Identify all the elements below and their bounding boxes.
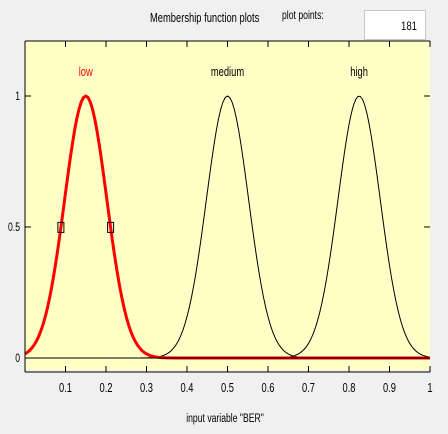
y-tick-label: 1	[15, 91, 20, 104]
mf-handle[interactable]	[57, 221, 65, 233]
window-title: Membership function plots	[150, 10, 260, 25]
mf-label-high[interactable]: high	[350, 66, 368, 80]
mf-label-low[interactable]: low	[79, 66, 94, 80]
y-tick-label: 0	[15, 353, 20, 366]
plot-points-value: 181	[400, 19, 417, 33]
x-tick-label: 0.7	[302, 382, 315, 396]
x-axis-title: input variable "BER"	[186, 413, 264, 426]
mf-handle[interactable]	[107, 221, 115, 233]
x-tick-label: 0.5	[221, 382, 234, 396]
mf-curve-high[interactable]	[25, 95, 431, 359]
x-tick-label: 0.4	[180, 382, 193, 396]
mf-curve-medium[interactable]	[25, 95, 430, 359]
mf-label-medium[interactable]: medium	[211, 66, 244, 80]
plot-points-label: plot points:	[282, 8, 324, 22]
mf-curve-low[interactable]	[24, 94, 430, 360]
plot-points-input[interactable]: 181	[364, 10, 426, 40]
x-tick-label: 0.8	[342, 382, 355, 396]
x-tick-label: 0.3	[140, 382, 153, 396]
x-tick-label: 0.9	[383, 382, 396, 396]
x-tick-label: 0.2	[99, 382, 112, 396]
x-tick-label: 0.6	[261, 382, 274, 396]
y-tick-label: 0.5	[8, 222, 20, 235]
x-tick-label: 1	[427, 382, 432, 396]
x-tick-label: 0.1	[59, 382, 72, 396]
